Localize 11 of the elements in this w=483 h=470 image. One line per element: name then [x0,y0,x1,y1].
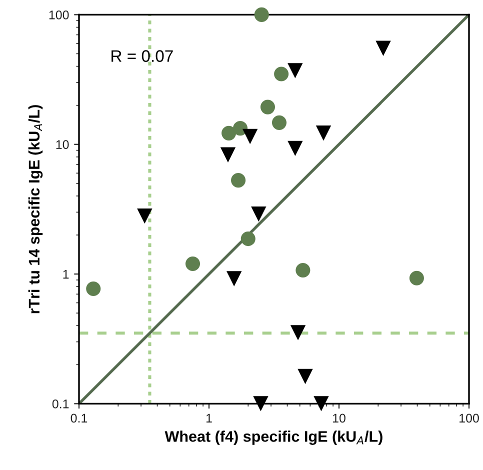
y-tick-label: 100 [49,10,69,20]
y-tick-label: 0.1 [52,400,69,408]
y-axis-title: rTri tu 14 specific IgE (kU$_{A}$/L) [28,105,43,314]
x-tick-label: 1 [206,414,212,422]
x-tick-label: 10 [333,414,346,423]
x-tick-label: 100 [460,414,479,423]
annotation: R = 0.07 [112,50,173,62]
x-axis-title: Wheat (f4) specific IgE (kU$_{A}$/L) [164,430,382,445]
y-tick-label: 1 [63,270,69,279]
x-tick-label: 0.1 [70,414,88,423]
y-tick-label: 10 [56,140,69,150]
